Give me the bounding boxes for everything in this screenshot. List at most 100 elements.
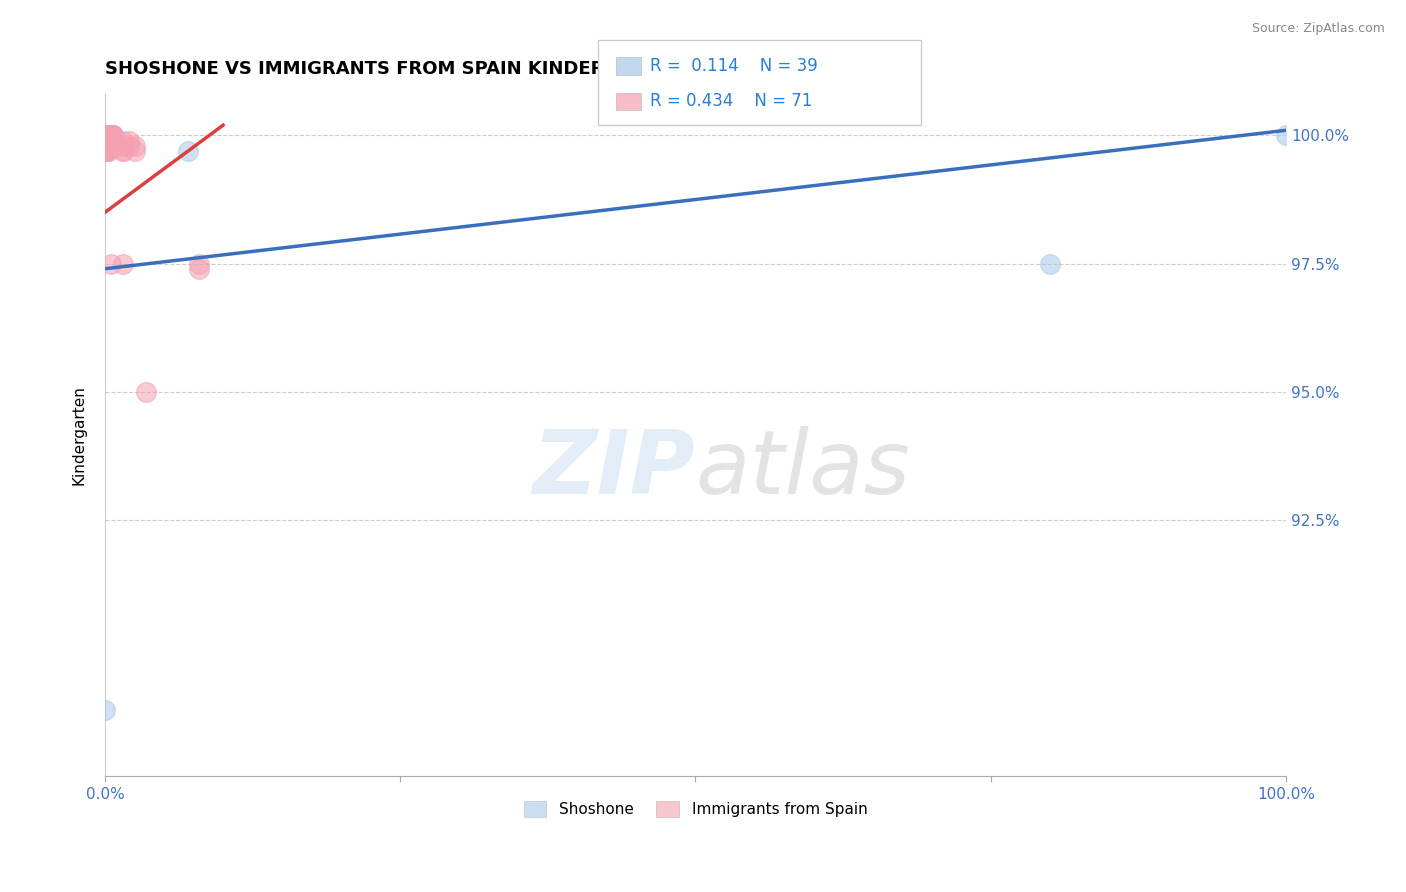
Point	[97, 134, 120, 148]
Point	[100, 128, 122, 143]
Point	[97, 128, 120, 143]
Point	[96, 134, 118, 148]
Point	[96, 134, 118, 148]
Point	[176, 144, 198, 158]
Point	[96, 128, 118, 143]
Point	[101, 138, 124, 153]
Point	[111, 144, 134, 158]
Point	[100, 134, 122, 148]
Point	[111, 144, 134, 158]
Point	[100, 128, 122, 143]
Point	[96, 128, 118, 143]
Point	[100, 128, 122, 143]
Point	[96, 128, 118, 143]
Point	[96, 144, 118, 158]
Point	[96, 138, 118, 153]
Point	[97, 134, 120, 148]
Text: SHOSHONE VS IMMIGRANTS FROM SPAIN KINDERGARTEN CORRELATION CHART: SHOSHONE VS IMMIGRANTS FROM SPAIN KINDER…	[105, 60, 907, 78]
Point	[96, 144, 118, 158]
Point	[96, 128, 118, 143]
Point	[97, 144, 120, 158]
Legend: Shoshone, Immigrants from Spain: Shoshone, Immigrants from Spain	[517, 795, 873, 823]
Point	[100, 128, 122, 143]
Text: R =  0.114    N = 39: R = 0.114 N = 39	[650, 57, 817, 75]
Point	[96, 138, 118, 153]
Point	[96, 134, 118, 148]
Point	[98, 138, 121, 153]
Point	[96, 134, 118, 148]
Point	[98, 128, 121, 143]
Point	[97, 134, 120, 148]
Point	[96, 128, 118, 143]
Point	[96, 134, 118, 148]
Point	[98, 128, 121, 143]
Point	[1275, 128, 1298, 143]
Point	[98, 128, 121, 143]
Point	[96, 134, 118, 148]
Text: R = 0.434    N = 71: R = 0.434 N = 71	[650, 93, 811, 111]
Point	[101, 134, 124, 148]
Point	[96, 144, 118, 158]
Point	[96, 128, 118, 143]
Point	[96, 134, 118, 148]
Point	[124, 144, 146, 158]
Point	[97, 134, 120, 148]
Point	[97, 128, 120, 143]
Point	[98, 128, 121, 143]
Point	[97, 128, 120, 143]
Point	[96, 128, 118, 143]
Point	[117, 134, 139, 148]
Point	[97, 128, 120, 143]
Text: atlas: atlas	[696, 426, 910, 512]
Point	[111, 138, 134, 153]
Point	[97, 128, 120, 143]
Point	[97, 134, 120, 148]
Point	[98, 134, 121, 148]
Point	[96, 138, 118, 153]
Text: ZIP: ZIP	[533, 425, 696, 513]
Point	[97, 134, 120, 148]
Point	[188, 257, 211, 271]
Point	[101, 128, 124, 143]
Point	[101, 128, 124, 143]
Point	[100, 257, 122, 271]
Point	[101, 128, 124, 143]
Point	[97, 134, 120, 148]
Point	[97, 128, 120, 143]
Point	[96, 128, 118, 143]
Point	[96, 128, 118, 143]
Point	[103, 134, 125, 148]
Point	[124, 138, 146, 153]
Point	[117, 138, 139, 153]
Point	[101, 128, 124, 143]
Point	[97, 128, 120, 143]
Point	[188, 261, 211, 276]
Point	[98, 134, 121, 148]
Point	[103, 128, 125, 143]
Point	[97, 138, 120, 153]
Point	[96, 128, 118, 143]
Point	[111, 134, 134, 148]
Point	[97, 128, 120, 143]
Point	[98, 128, 121, 143]
Point	[100, 134, 122, 148]
Point	[103, 134, 125, 148]
Point	[97, 138, 120, 153]
Point	[98, 128, 121, 143]
Point	[100, 134, 122, 148]
Point	[98, 134, 121, 148]
Point	[101, 138, 124, 153]
Point	[94, 702, 117, 716]
Point	[96, 128, 118, 143]
Text: Source: ZipAtlas.com: Source: ZipAtlas.com	[1251, 22, 1385, 36]
Point	[96, 134, 118, 148]
Point	[96, 128, 118, 143]
Point	[96, 128, 118, 143]
Point	[96, 138, 118, 153]
Point	[96, 138, 118, 153]
Point	[98, 134, 121, 148]
Point	[103, 134, 125, 148]
Point	[96, 138, 118, 153]
Point	[103, 128, 125, 143]
Point	[96, 134, 118, 148]
